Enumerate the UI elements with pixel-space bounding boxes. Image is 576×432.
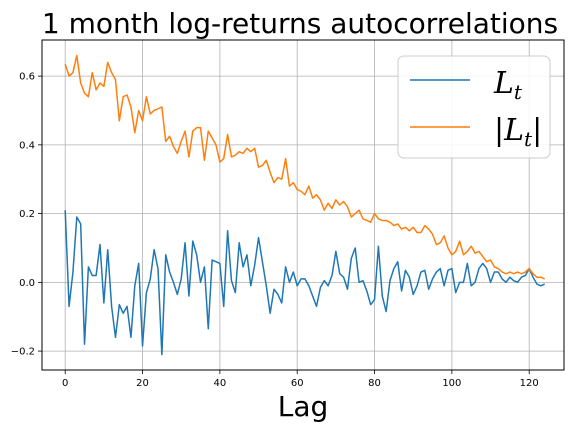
chart-title: 1 month log-returns autocorrelations [42,7,558,40]
legend: Lt |Lt| [397,55,551,159]
x-tick-label: 60 [291,378,304,389]
x-tick-label: 80 [368,378,381,389]
y-axis-ticks: −0.2 0.0 0.2 0.4 0.6 [11,72,42,358]
series-lines [64,54,545,356]
x-axis-label: Lag [278,390,329,423]
y-tick-label: 0.0 [19,278,35,289]
series-line-1 [64,210,545,356]
x-tick-label: 0 [62,378,68,389]
legend-subscript: t [524,127,533,151]
legend-abs-bar: | [494,113,504,148]
legend-label-series-2: |Lt| [494,113,542,151]
x-axis-ticks: 0 20 40 60 80 100 120 [62,370,539,389]
plot-area-frame [41,39,565,371]
y-tick-label: 0.2 [19,209,35,220]
x-tick-label: 120 [520,378,539,389]
legend-subscript: t [514,80,523,104]
x-tick-label: 40 [213,378,226,389]
x-tick-label: 20 [136,378,149,389]
y-tick-label: 0.4 [19,140,35,151]
series-line-2 [64,54,545,280]
legend-box [397,55,551,159]
y-tick-label: 0.6 [19,72,35,83]
x-tick-label: 100 [442,378,461,389]
legend-abs-bar: | [532,113,542,148]
y-tick-label: −0.2 [11,347,35,358]
